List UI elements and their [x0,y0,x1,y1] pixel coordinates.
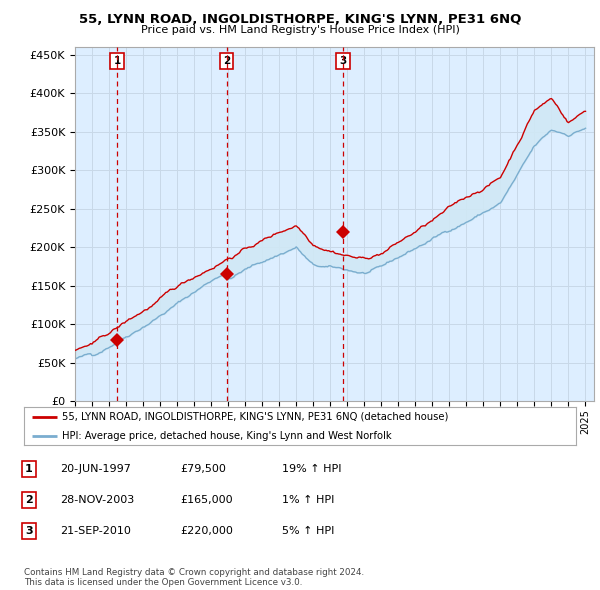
Text: 28-NOV-2003: 28-NOV-2003 [60,495,134,504]
Text: 19% ↑ HPI: 19% ↑ HPI [282,464,341,474]
Text: 2: 2 [25,495,32,504]
Text: 1: 1 [113,56,121,66]
Text: 2: 2 [223,56,230,66]
Text: £79,500: £79,500 [180,464,226,474]
Text: 5% ↑ HPI: 5% ↑ HPI [282,526,334,536]
Text: £220,000: £220,000 [180,526,233,536]
Text: 55, LYNN ROAD, INGOLDISTHORPE, KING'S LYNN, PE31 6NQ: 55, LYNN ROAD, INGOLDISTHORPE, KING'S LY… [79,13,521,26]
Text: 20-JUN-1997: 20-JUN-1997 [60,464,131,474]
Text: 1: 1 [25,464,32,474]
Text: 3: 3 [340,56,347,66]
Text: 55, LYNN ROAD, INGOLDISTHORPE, KING'S LYNN, PE31 6NQ (detached house): 55, LYNN ROAD, INGOLDISTHORPE, KING'S LY… [62,412,448,422]
Text: 21-SEP-2010: 21-SEP-2010 [60,526,131,536]
Text: Contains HM Land Registry data © Crown copyright and database right 2024.
This d: Contains HM Land Registry data © Crown c… [24,568,364,587]
Text: £165,000: £165,000 [180,495,233,504]
Text: 3: 3 [25,526,32,536]
Text: HPI: Average price, detached house, King's Lynn and West Norfolk: HPI: Average price, detached house, King… [62,431,391,441]
Text: 1% ↑ HPI: 1% ↑ HPI [282,495,334,504]
Text: Price paid vs. HM Land Registry's House Price Index (HPI): Price paid vs. HM Land Registry's House … [140,25,460,35]
